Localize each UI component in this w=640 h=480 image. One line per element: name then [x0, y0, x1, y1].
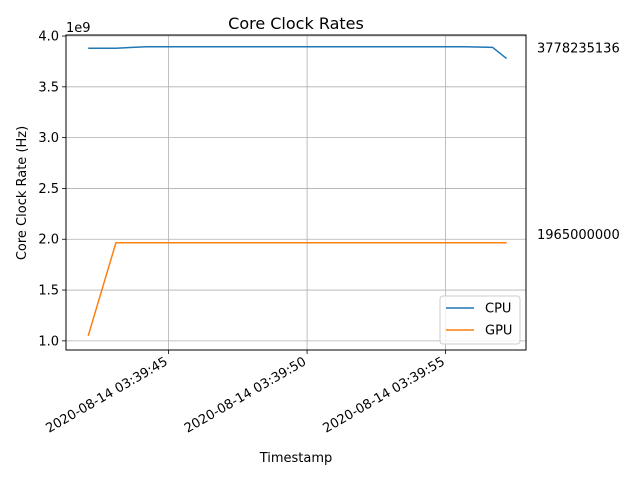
- series-end-labels: 3778235136 1965000000: [537, 41, 620, 242]
- y-axis-label: Core Clock Rate (Hz): [15, 126, 30, 260]
- y-tick-label: 1.0: [38, 334, 59, 349]
- x-axis-label: Timestamp: [259, 451, 333, 466]
- y-tick-label: 2.0: [38, 233, 59, 248]
- legend: CPU GPU: [439, 295, 521, 345]
- plot-frame: [65, 34, 527, 351]
- y-tick-label: 2.5: [38, 182, 59, 197]
- y-tick-label: 3.0: [38, 131, 59, 146]
- y-tick-label: 1.5: [38, 284, 59, 299]
- series-line-gpu: [87, 242, 507, 337]
- y-axis: 1.0 1.5 2.0 2.5 3.0 3.5 4.0: [38, 30, 66, 349]
- y-tick-label: 4.0: [38, 30, 59, 45]
- legend-label-gpu: GPU: [485, 324, 512, 339]
- y-tick-label: 3.5: [38, 80, 59, 95]
- legend-label-cpu: CPU: [485, 302, 511, 317]
- chart-title: Core Clock Rates: [228, 14, 364, 33]
- series-line-cpu: [88, 45, 508, 60]
- series-end-label-cpu: 3778235136: [537, 41, 620, 56]
- series-end-label-gpu: 1965000000: [537, 228, 620, 243]
- y-offset-label: 1e9: [66, 21, 91, 36]
- series-lines: [87, 45, 508, 337]
